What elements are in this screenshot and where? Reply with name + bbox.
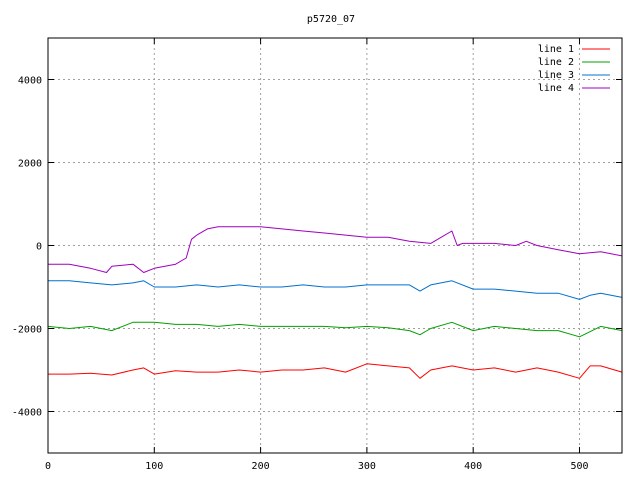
y-tick-label: 4000 bbox=[18, 76, 42, 87]
legend-label-3: line 3 bbox=[538, 70, 574, 81]
x-tick-label: 0 bbox=[45, 461, 51, 472]
plot-frame bbox=[47, 37, 623, 454]
y-tick-label: 0 bbox=[36, 242, 42, 253]
series-line-1 bbox=[48, 363, 623, 379]
legend-label-1: line 1 bbox=[538, 44, 574, 55]
grid-lines bbox=[47, 38, 622, 453]
series-line-2 bbox=[47, 321, 623, 338]
y-tick-label: -2000 bbox=[12, 325, 42, 336]
series-line-3 bbox=[48, 280, 623, 300]
series-line-4 bbox=[48, 226, 623, 273]
y-axis-ticks: -4000 -2000 0 2000 4000 bbox=[12, 76, 622, 419]
x-tick-label: 300 bbox=[358, 461, 376, 472]
x-tick-label: 500 bbox=[570, 461, 588, 472]
y-tick-label: -4000 bbox=[12, 408, 42, 419]
x-tick-label: 200 bbox=[252, 461, 270, 472]
legend-label-2: line 2 bbox=[538, 57, 574, 68]
chart-title: p5720_07 bbox=[307, 14, 355, 25]
x-tick-label: 100 bbox=[145, 461, 163, 472]
series-lines bbox=[47, 226, 623, 379]
y-tick-label: 2000 bbox=[18, 159, 42, 170]
legend: line 1 line 2 line 3 line 4 bbox=[538, 44, 610, 94]
x-axis-ticks: 0 100 200 300 400 500 bbox=[45, 38, 589, 472]
legend-label-4: line 4 bbox=[538, 83, 574, 94]
x-tick-label: 400 bbox=[464, 461, 482, 472]
